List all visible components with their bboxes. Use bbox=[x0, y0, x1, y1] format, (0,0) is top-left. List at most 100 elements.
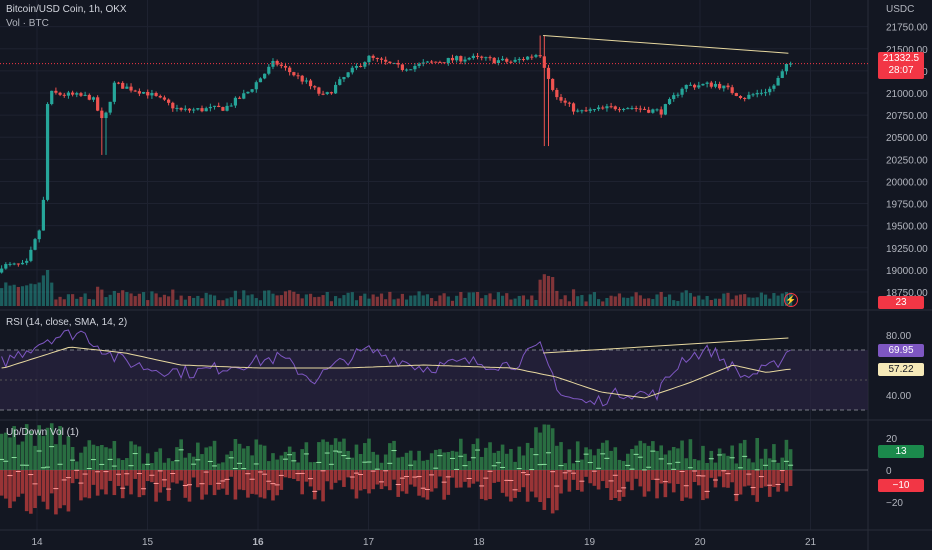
up-volume-bar bbox=[20, 441, 25, 470]
volume-bar bbox=[158, 297, 162, 306]
down-volume-bar bbox=[475, 470, 480, 482]
up-volume-bar bbox=[271, 453, 275, 470]
down-volume-bar bbox=[755, 470, 760, 502]
down-volume-bar bbox=[659, 470, 664, 484]
candle-body bbox=[363, 62, 367, 67]
candle-body bbox=[559, 97, 563, 101]
up-volume-bar bbox=[104, 447, 108, 470]
volume-bar bbox=[50, 282, 54, 306]
up-volume-bar bbox=[145, 453, 150, 470]
volume-bar bbox=[25, 285, 29, 306]
candle-body bbox=[342, 76, 346, 80]
volume-bar bbox=[271, 293, 275, 306]
up-volume-bar bbox=[701, 445, 705, 470]
candle-body bbox=[789, 63, 793, 65]
candle-body bbox=[622, 108, 626, 110]
candle-body bbox=[304, 80, 308, 82]
candle-body bbox=[12, 263, 16, 265]
candle-body bbox=[359, 65, 363, 67]
up-volume-bar bbox=[337, 441, 342, 470]
lightning-icon[interactable]: ⚡ bbox=[784, 293, 798, 307]
time-tick-label: 20 bbox=[694, 537, 706, 548]
down-volume-bar bbox=[329, 470, 334, 490]
volume-bar bbox=[171, 289, 175, 306]
rsi-value-tag: 69.95 bbox=[878, 344, 924, 357]
price-tick-label: 21750.00 bbox=[886, 23, 928, 34]
up-volume-bar bbox=[521, 455, 526, 470]
candle-body bbox=[484, 57, 488, 59]
time-tick-label: 16 bbox=[252, 537, 264, 548]
up-volume-bar bbox=[317, 442, 321, 470]
candle-body bbox=[763, 92, 768, 94]
grid-lines bbox=[0, 0, 868, 530]
rsi-sma-line bbox=[1, 346, 791, 399]
candle-body bbox=[167, 99, 171, 103]
candle-body bbox=[350, 67, 354, 73]
volume-bar bbox=[263, 290, 267, 306]
volume-bar bbox=[141, 292, 146, 306]
volume-bar bbox=[79, 296, 83, 306]
up-volume-bar bbox=[525, 442, 530, 470]
volume-bar bbox=[576, 296, 580, 306]
volume-bar bbox=[137, 293, 141, 306]
up-volume-bar bbox=[154, 451, 158, 470]
candle-body bbox=[596, 107, 601, 110]
volume-bar bbox=[279, 295, 283, 306]
up-volume-bar bbox=[638, 440, 643, 470]
down-volume-bar bbox=[66, 470, 71, 512]
updown-tick-label: −20 bbox=[886, 498, 903, 509]
volume-bar bbox=[367, 298, 371, 306]
volume-bar bbox=[83, 293, 87, 306]
candle-body bbox=[492, 57, 496, 64]
up-volume-bar bbox=[726, 455, 730, 470]
up-volume-bar bbox=[417, 450, 421, 470]
down-volume-bar bbox=[100, 470, 104, 490]
candle-body bbox=[237, 97, 242, 99]
candle-body bbox=[450, 57, 455, 61]
up-volume-bar bbox=[613, 447, 618, 470]
volume-bar bbox=[96, 286, 100, 306]
down-volume-bar bbox=[74, 470, 79, 479]
candle-body bbox=[233, 97, 238, 106]
volume-bar bbox=[71, 294, 75, 306]
candle-body bbox=[567, 102, 571, 104]
up-volume-bar bbox=[300, 449, 304, 470]
up-volume-bar bbox=[475, 438, 480, 470]
up-volume-bar bbox=[684, 458, 689, 470]
volume-bar bbox=[475, 291, 480, 306]
up-volume-bar bbox=[742, 439, 747, 470]
updown-tick-label: 20 bbox=[886, 434, 898, 445]
down-volume-bar bbox=[258, 470, 263, 498]
candle-body bbox=[438, 61, 442, 63]
price-tick-label: 20250.00 bbox=[886, 155, 928, 166]
down-volume-bar bbox=[108, 470, 112, 481]
up-volume-bar bbox=[141, 463, 146, 470]
volume-bar bbox=[371, 294, 375, 306]
candle-body bbox=[542, 56, 546, 68]
volume-bar bbox=[363, 293, 367, 306]
volume-bar bbox=[175, 299, 179, 306]
candle-body bbox=[371, 55, 375, 58]
volume-bar bbox=[0, 288, 4, 306]
candle-body bbox=[179, 107, 183, 110]
up-volume-bar bbox=[279, 455, 284, 470]
up-volume-bar bbox=[747, 458, 751, 470]
volume-bar bbox=[730, 299, 734, 306]
volume-bar bbox=[759, 292, 763, 306]
down-volume-bar bbox=[546, 470, 551, 499]
candle-body bbox=[446, 57, 450, 64]
up-volume-bar bbox=[129, 441, 133, 470]
volume-bar bbox=[655, 294, 659, 306]
up-volume-bar bbox=[116, 458, 121, 470]
volume-bar bbox=[388, 291, 392, 306]
volume-bar bbox=[446, 296, 450, 306]
volume-bar bbox=[651, 299, 655, 306]
volume-bar bbox=[480, 298, 484, 306]
down-volume-bar bbox=[684, 470, 689, 498]
down-volume-bar bbox=[655, 470, 659, 499]
candle-body bbox=[584, 110, 588, 112]
up-volume-bar bbox=[363, 443, 367, 470]
volume-bar bbox=[91, 299, 96, 306]
up-volume-bar bbox=[312, 462, 317, 470]
